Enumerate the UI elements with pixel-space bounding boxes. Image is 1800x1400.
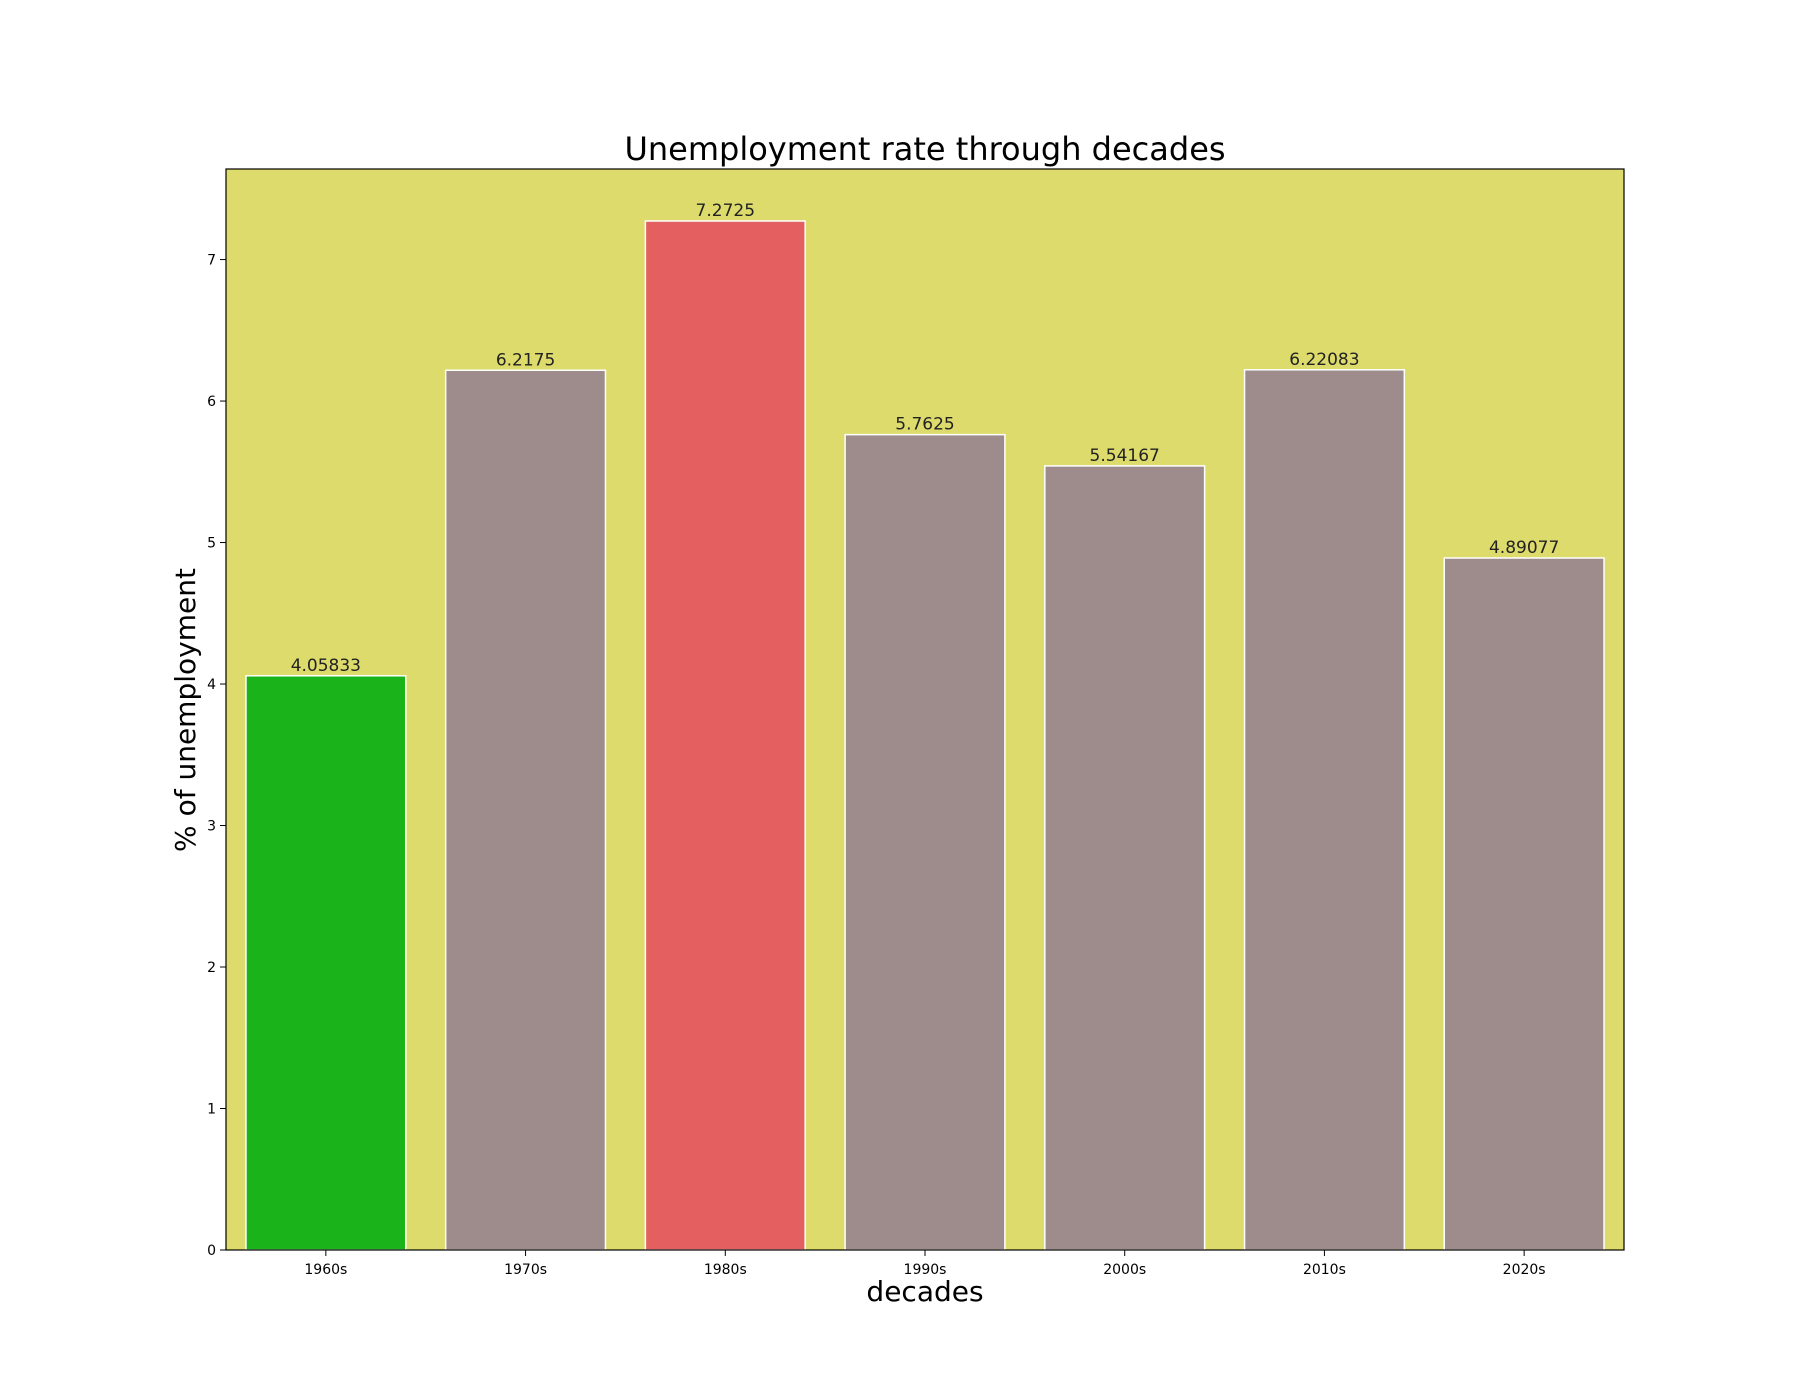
bar-2020s bbox=[1443, 557, 1605, 1251]
data-label-1970s: 6.2175 bbox=[496, 350, 555, 370]
x-tick-label: 1990s bbox=[904, 1262, 947, 1278]
bar-1980s bbox=[644, 220, 806, 1251]
y-tick-label: 1 bbox=[207, 1102, 216, 1118]
y-tick-label: 2 bbox=[207, 960, 216, 976]
bar-2000s bbox=[1044, 465, 1206, 1251]
data-label-2010s: 6.22083 bbox=[1289, 350, 1359, 370]
bars-group bbox=[245, 220, 1605, 1251]
x-axis-label: decades bbox=[866, 1275, 983, 1308]
bar-1990s bbox=[844, 433, 1006, 1251]
y-tick-label: 5 bbox=[207, 536, 216, 552]
data-labels-group: 4.05833 6.2175 7.2725 5.7625 5.54167 6.22083 4… bbox=[291, 201, 1560, 676]
y-axis: 0 1 2 3 4 5 6 7 bbox=[207, 253, 226, 1259]
bar-1970s bbox=[444, 369, 607, 1251]
x-tick-label: 2010s bbox=[1303, 1262, 1346, 1278]
data-label-2000s: 5.54167 bbox=[1090, 446, 1160, 466]
y-tick-label: 3 bbox=[207, 819, 216, 835]
bar-1960s bbox=[245, 675, 407, 1251]
x-tick-label: 1970s bbox=[504, 1262, 547, 1278]
x-tick-label: 1980s bbox=[704, 1262, 747, 1278]
data-label-1960s: 4.05833 bbox=[291, 656, 361, 676]
x-axis: 1960s 1970s 1980s 1990s 2000s 2010s 2020s bbox=[304, 1250, 1546, 1278]
x-tick-label: 1960s bbox=[304, 1262, 347, 1278]
y-tick-label: 6 bbox=[207, 394, 216, 410]
y-axis-label: % of unemployment bbox=[169, 568, 202, 852]
y-tick-label: 7 bbox=[207, 253, 216, 269]
data-label-1980s: 7.2725 bbox=[696, 201, 755, 221]
x-tick-label: 2000s bbox=[1103, 1262, 1146, 1278]
y-tick-label: 4 bbox=[207, 677, 216, 693]
chart-title: Unemployment rate through decades bbox=[624, 130, 1225, 168]
data-label-2020s: 4.89077 bbox=[1489, 538, 1559, 558]
bar-2010s bbox=[1243, 369, 1406, 1251]
data-label-1990s: 5.7625 bbox=[895, 415, 954, 435]
plot-frame bbox=[225, 168, 1625, 1251]
y-tick-label: 0 bbox=[207, 1243, 216, 1259]
x-tick-label: 2020s bbox=[1503, 1262, 1546, 1278]
